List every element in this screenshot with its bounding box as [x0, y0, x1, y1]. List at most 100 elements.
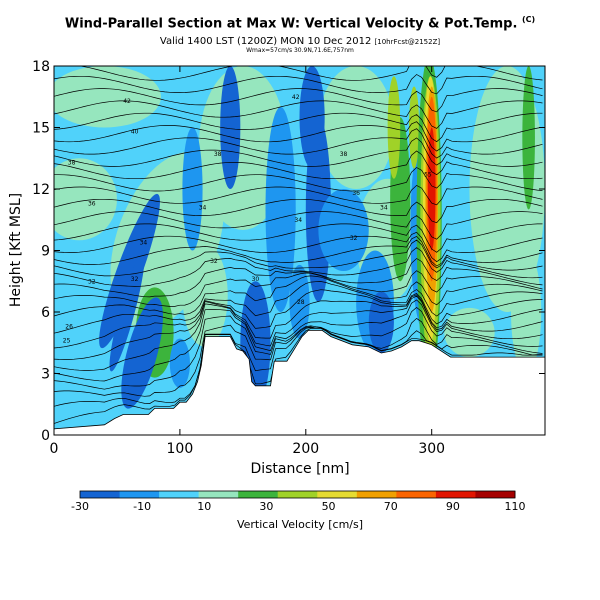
theta-contour: [54, 275, 543, 317]
theta-contour: [54, 74, 543, 95]
theta-contour: [54, 184, 543, 206]
velocity-region: [121, 297, 163, 409]
colorbar-frame: [79, 490, 516, 499]
colorbar-swatch: [119, 491, 160, 498]
velocity-region: [318, 189, 369, 271]
y-tick-label: 0: [41, 428, 50, 444]
contour-label: 36: [352, 190, 360, 197]
velocity-region: [522, 66, 535, 210]
contour-label: 32: [131, 276, 139, 283]
colorbar-tick-label: 50: [322, 500, 336, 513]
theta-contour: [54, 317, 543, 397]
colorbar-swatch: [356, 491, 397, 498]
contour-label: 32: [88, 278, 96, 285]
colorbar-tick-label: 10: [197, 500, 211, 513]
y-tick-label: 3: [41, 367, 50, 383]
theta-contour: [54, 137, 543, 167]
theta-contour: [54, 88, 543, 113]
velocity-region: [289, 264, 310, 339]
chart-title-text: Wind-Parallel Section at Max W: Vertical…: [64, 16, 518, 32]
velocity-region: [511, 250, 542, 374]
contour-label: 32: [210, 258, 218, 265]
contour-label: 38: [68, 159, 76, 166]
colorbar-swatch: [238, 491, 279, 498]
colorbar-tick-label: -30: [71, 500, 89, 513]
terrain-mask: [53, 330, 546, 436]
y-tick-label: 12: [32, 182, 50, 198]
valid-time: Valid 1400 LST (1200Z) MON 10 Dec 2012: [159, 36, 372, 47]
wmax-info: Wmax=57cm/s 30.9N,71.6E,757nm: [246, 47, 354, 54]
colorbar-swatch: [198, 491, 239, 498]
y-tick-label: 9: [41, 244, 50, 260]
contour-label: 34: [380, 204, 388, 211]
colorbar-label: Vertical Velocity [cm/s]: [237, 518, 363, 531]
theta-contour: [54, 289, 543, 349]
velocity-region: [387, 76, 401, 179]
x-tick-label: 100: [167, 441, 194, 457]
contour-label: 38: [340, 151, 348, 158]
theta-contour: [54, 112, 543, 143]
colorbar-tick-label: 70: [384, 500, 398, 513]
theta-contour: [54, 167, 543, 192]
theta-contour: [54, 235, 543, 267]
velocity-region: [182, 244, 228, 347]
contour-label-layer: 25 26 32 32 34 32 34 30 28 34 32 34 36 36 38 38 38 40 42 42…: [63, 94, 432, 345]
contour-label: 36: [88, 200, 96, 207]
theta-contour-layer: [54, 66, 543, 424]
theta-contour: [54, 231, 543, 263]
colorbar-swatch: [159, 491, 200, 498]
theta-contour: [54, 307, 543, 390]
velocity-region: [265, 107, 296, 312]
chart-title: Wind-Parallel Section at Max W: Vertical…: [0, 15, 600, 31]
contour-label: 32: [350, 235, 358, 242]
chart-subtitle: Valid 1400 LST (1200Z) MON 10 Dec 2012 […: [0, 36, 600, 47]
velocity-region: [54, 158, 117, 241]
colorbar-tick-label: 110: [505, 500, 526, 513]
velocity-region: [368, 291, 394, 353]
contour-label: 40: [131, 129, 139, 136]
y-tick-label: 6: [41, 305, 50, 321]
velocity-region: [220, 66, 241, 189]
y-tick-label: 15: [32, 121, 50, 137]
velocity-region: [444, 307, 495, 358]
theta-contour: [54, 299, 543, 382]
theta-contour: [54, 223, 543, 253]
theta-contour: [54, 270, 543, 307]
theta-contour: [54, 100, 543, 129]
theta-contour: [54, 327, 543, 407]
y-axis-label: Height [Kft MSL]: [8, 193, 24, 307]
forecast-tag: [10hrFcst@2152Z]: [374, 38, 441, 46]
x-tick-label: 0: [50, 441, 59, 457]
theta-contour: [54, 239, 543, 277]
theta-contour: [78, 66, 543, 81]
theta-contour: [54, 258, 543, 298]
theta-contour: [54, 198, 543, 224]
velocity-region: [99, 193, 160, 349]
colorbar-tick-label: -10: [133, 500, 151, 513]
contour-label: 55: [424, 172, 432, 179]
velocity-region: [109, 252, 145, 372]
theta-contour: [54, 281, 543, 334]
theta-contour: [54, 150, 543, 180]
colorbar-swatch: [396, 491, 437, 498]
contour-label: 34: [199, 204, 207, 211]
y-tick-label: 18: [32, 59, 50, 75]
theta-contour: [54, 211, 543, 240]
contour-label: 28: [297, 299, 305, 306]
velocity-region: [318, 66, 394, 189]
colorbar-tick-label: 30: [259, 500, 273, 513]
velocity-region: [54, 66, 161, 128]
velocity-region: [169, 338, 190, 388]
theta-contour: [54, 294, 543, 360]
x-tick-label: 300: [418, 441, 445, 457]
colorbar: -30 -10 10 30 50 70 90 110: [71, 490, 526, 513]
theta-contour: [54, 247, 543, 287]
x-tick-label: 200: [292, 441, 319, 457]
theta-contour: [54, 121, 543, 152]
colorbar-swatch: [80, 491, 121, 498]
x-axis-label: Distance [nm]: [250, 461, 349, 477]
contour-label: 38: [214, 151, 222, 158]
copyright-mark: (C): [521, 15, 536, 24]
